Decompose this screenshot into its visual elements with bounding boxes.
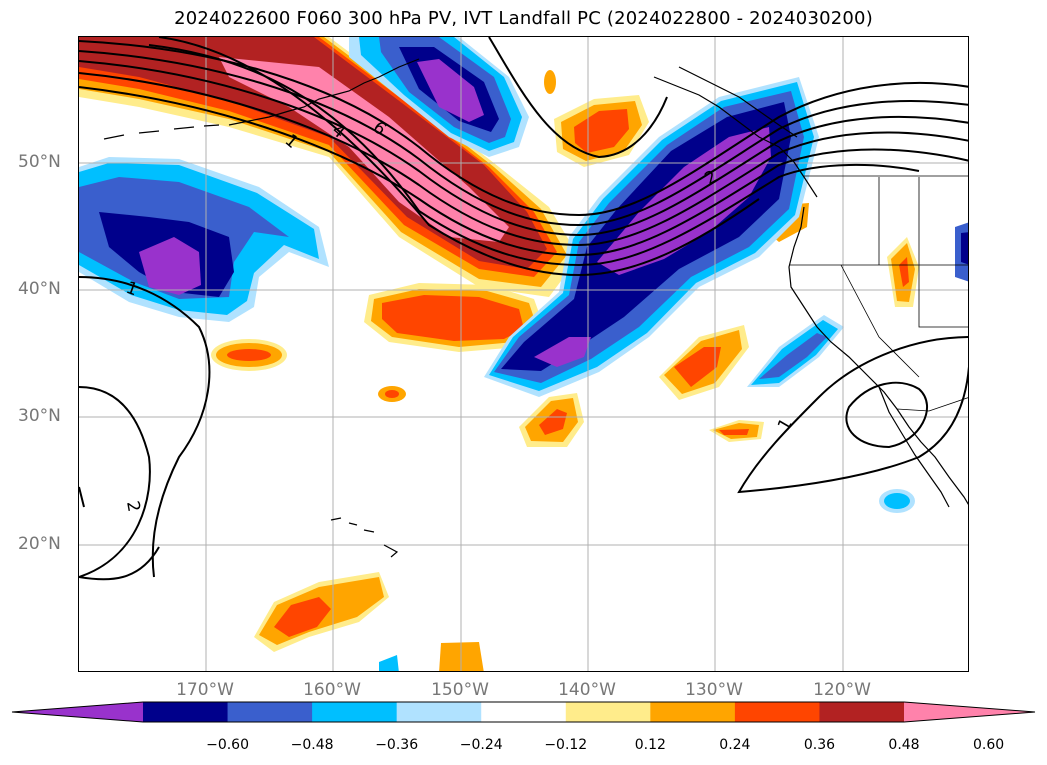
warm-blob-s3-r <box>719 429 749 435</box>
borders <box>789 175 968 412</box>
pv-contours <box>79 37 968 581</box>
coast-blob-royal <box>759 333 827 379</box>
colorbar-tick-label: −0.12 <box>544 737 588 753</box>
trough-contour-ridge <box>488 37 668 159</box>
lon-label: 150°W <box>431 680 489 700</box>
goa-neg-purple <box>417 59 484 122</box>
wp-blob-purple <box>139 237 201 295</box>
colorbar-extend-left <box>12 702 143 722</box>
hawaii <box>330 517 399 558</box>
warm-blob-east-r <box>899 257 909 287</box>
colorbar-segment <box>312 702 398 722</box>
trough-contour-5 <box>79 86 968 257</box>
colorbar-tick-label: −0.36 <box>375 737 419 753</box>
baja <box>878 386 950 508</box>
warm-blob-s2-r <box>674 347 721 387</box>
warm-blob-sw-r <box>274 597 331 637</box>
central-redorange <box>382 295 524 341</box>
colorbar-tick-label: −0.60 <box>206 737 249 753</box>
colorbar <box>11 701 1036 723</box>
colorbar-tick-label: 0.48 <box>888 737 920 753</box>
colorbar-tick-label: 0.24 <box>719 737 751 753</box>
lon-label: 140°W <box>558 680 616 700</box>
state-line-4 <box>840 264 920 378</box>
spot-north <box>544 70 556 94</box>
colorbar-segment <box>143 702 229 722</box>
colorbar-segment <box>734 702 820 722</box>
colorbar-segment <box>227 702 313 722</box>
colorbar-tick-label: 0.12 <box>634 737 666 753</box>
spot-west-small-r <box>227 349 271 361</box>
colorbar-segment <box>819 702 905 722</box>
trough-contour-1 <box>79 40 968 217</box>
lon-label: 170°W <box>176 680 234 700</box>
lon-label: 160°W <box>303 680 361 700</box>
west-ridge-contour-3 <box>79 486 85 508</box>
trough-contour-3 <box>79 60 968 237</box>
lat-label: 40°N <box>18 279 61 299</box>
colorbar-outline <box>11 701 1036 723</box>
aleutians <box>103 124 220 140</box>
colorbar-segment <box>565 702 651 722</box>
colorbar-segment <box>481 702 567 722</box>
bc-coast <box>678 66 798 138</box>
mexico-border <box>896 397 968 412</box>
colorbar-segments <box>12 702 1035 722</box>
colorbar-tick-label: −0.24 <box>459 737 503 753</box>
ca-cutoff-inner <box>845 381 929 449</box>
state-line-5 <box>918 265 968 328</box>
contour-label: 2 <box>122 499 144 513</box>
colorbar-extend-right <box>904 702 1035 722</box>
trough-contour-7 <box>158 37 760 277</box>
rocky-blob-navy <box>961 232 968 265</box>
west-contour-lower <box>79 546 160 581</box>
ca-cutoff-outer <box>737 336 968 494</box>
warm-blob-s1-r <box>539 409 567 435</box>
trough-contour-4 <box>79 72 968 247</box>
colorbar-tick-label: 0.36 <box>803 737 836 753</box>
lat-label: 30°N <box>18 406 61 426</box>
lon-label: 120°W <box>813 680 871 700</box>
alaska-band-pink <box>219 57 509 242</box>
colorbar-segment <box>650 702 736 722</box>
lon-label: 130°W <box>685 680 743 700</box>
map-panel[interactable]: 1 4 6 2 1 2 1 <box>78 36 969 672</box>
spot-tiny-r <box>385 390 399 398</box>
ne-band-purple-2 <box>534 337 591 367</box>
coastlines <box>103 58 968 558</box>
bottom-blue-blob <box>379 655 399 671</box>
ne-band-purple <box>597 127 771 275</box>
map-canvas: 1 4 6 2 1 2 1 <box>79 37 968 671</box>
contour-label: 1 <box>774 415 797 434</box>
se-alaska-coast <box>653 76 818 198</box>
colorbar-segment <box>396 702 482 722</box>
colorbar-tick-label: −0.48 <box>290 737 334 753</box>
trough-contour-6 <box>148 44 920 267</box>
map-title: 2024022600 F060 300 hPa PV, IVT Landfall… <box>174 8 873 29</box>
trough-contour-2 <box>79 50 968 227</box>
lat-label: 50°N <box>18 152 61 172</box>
colorbar-tick-label: 0.60 <box>972 737 1005 753</box>
graticule <box>79 37 968 671</box>
lat-label: 20°N <box>18 534 61 554</box>
west-ridge-contour-2 <box>79 386 151 578</box>
alaska-peninsula <box>228 58 420 126</box>
baja-blob-sky <box>884 493 910 509</box>
west-ridge-contour <box>79 276 211 578</box>
